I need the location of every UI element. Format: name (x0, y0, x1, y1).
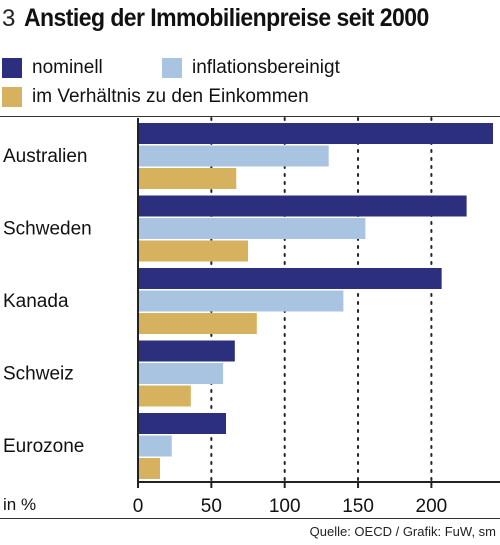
bar-income (138, 385, 191, 407)
legend-item-nominal: nominell (2, 56, 103, 80)
legend-label-nominal: nominell (32, 57, 103, 78)
x-tick-label: 50 (201, 496, 222, 517)
legend-item-income: im Verhältnis zu den Einkommen (2, 85, 309, 109)
legend-swatch-income (2, 87, 22, 107)
x-tick-label: 150 (342, 496, 374, 517)
category-label: Schweiz (3, 364, 74, 385)
bar-real (138, 218, 366, 239)
bar-real (138, 363, 224, 384)
category-label: Australien (3, 146, 88, 167)
bar-real (138, 435, 172, 457)
bar-income (138, 313, 257, 334)
chart-title-row: 3 Anstieg der Immobilienpreise seit 2000 (2, 4, 464, 38)
bar-real (138, 145, 329, 167)
bar-income (138, 458, 161, 479)
legend-swatch-real (162, 58, 182, 78)
bar-income (138, 240, 249, 262)
legend-swatch-nominal (2, 58, 22, 78)
x-tick-label: 100 (269, 496, 301, 517)
x-tick-label: 0 (133, 496, 144, 517)
legend-label-real: inflationsbereinigt (192, 57, 340, 78)
header-divider (0, 116, 500, 117)
chart-title: Anstieg der Immobilienpreise seit 2000 (24, 4, 430, 32)
bar-nominal (138, 195, 467, 217)
bar-nominal (138, 340, 235, 362)
category-label: Eurozone (3, 436, 84, 457)
category-label: Schweden (3, 219, 92, 240)
bar-income (138, 168, 237, 189)
figure-number: 3 (2, 5, 16, 32)
source-note: Quelle: OECD / Grafik: FuW, sm (309, 524, 496, 539)
bar-nominal (138, 413, 227, 434)
category-label: Kanada (3, 291, 69, 312)
legend-item-real: inflationsbereinigt (162, 56, 340, 80)
bar-nominal (138, 268, 442, 289)
bar-real (138, 290, 344, 312)
x-tick-label: 200 (416, 496, 448, 517)
legend-label-income: im Verhältnis zu den Einkommen (32, 86, 309, 107)
bar-nominal (138, 123, 493, 144)
unit-label: in % (3, 495, 37, 514)
footer-divider (0, 518, 500, 519)
